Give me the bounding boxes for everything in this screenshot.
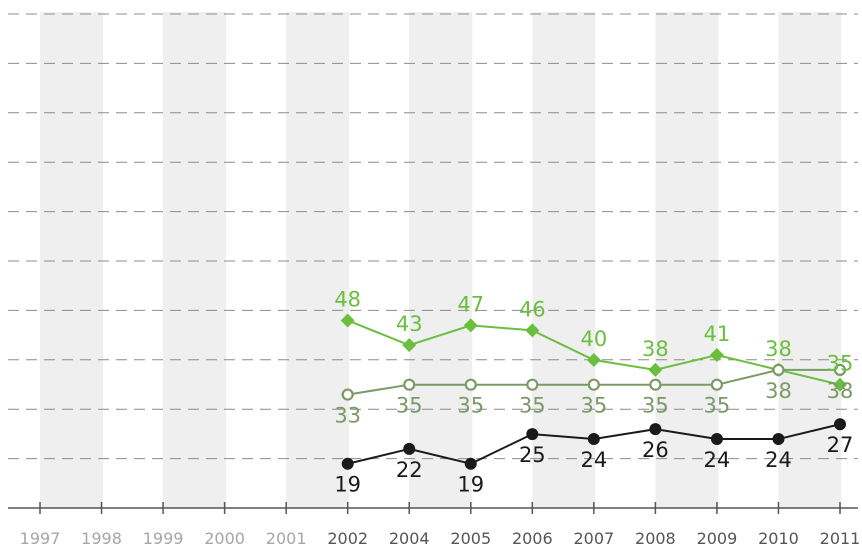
data-label: 25 — [519, 443, 546, 467]
x-tick-label: 2010 — [758, 529, 799, 548]
x-tick-label: 2007 — [573, 529, 614, 548]
data-label: 35 — [704, 394, 731, 418]
series-lines — [340, 313, 847, 470]
data-point — [464, 457, 477, 470]
column-band — [163, 12, 227, 508]
data-label: 47 — [457, 292, 484, 316]
column-band — [40, 12, 103, 508]
data-point — [526, 428, 539, 441]
data-point — [463, 318, 478, 333]
data-point — [341, 388, 354, 401]
x-tick-label: 2001 — [266, 529, 307, 548]
data-point — [709, 348, 724, 363]
data-label: 41 — [704, 322, 731, 346]
data-label: 38 — [642, 337, 669, 361]
data-label: 24 — [704, 448, 731, 472]
column-band — [655, 12, 719, 508]
data-point — [341, 457, 354, 470]
data-point — [402, 338, 417, 353]
data-label: 24 — [580, 448, 607, 472]
data-point — [340, 313, 355, 328]
x-tick-label: 2008 — [635, 529, 676, 548]
data-point — [834, 418, 846, 431]
data-point — [525, 323, 540, 338]
data-label: 35 — [396, 394, 423, 418]
data-point — [526, 378, 539, 391]
data-label: 43 — [396, 312, 423, 336]
x-tick-label: 2000 — [204, 529, 245, 548]
data-point — [833, 377, 847, 392]
data-labels: 48 43 47 46 40 38 41 38 35 33 35 35 35 35 35 35 38 38 19 22… — [334, 287, 853, 496]
data-point — [772, 433, 785, 446]
data-label: 38 — [765, 379, 792, 403]
data-label: 35 — [642, 394, 669, 418]
x-tick-label: 1998 — [81, 529, 122, 548]
column-band — [409, 12, 473, 508]
data-label: 35 — [457, 394, 484, 418]
data-label: 40 — [580, 327, 607, 351]
data-label: 35 — [580, 394, 607, 418]
x-tick-label: 2006 — [512, 529, 553, 548]
x-tick-label: 2002 — [327, 529, 368, 548]
x-tick-label: 1997 — [20, 529, 61, 548]
data-label: 27 — [827, 433, 854, 457]
column-band — [532, 12, 596, 508]
x-axis: 1997 1998 1999 2000 2001 2002 2004 2005 2006 2007… — [8, 502, 860, 548]
column-band — [286, 12, 350, 508]
series-2 — [341, 418, 846, 470]
data-point — [648, 362, 663, 377]
column-band — [778, 12, 842, 508]
series-1 — [341, 363, 847, 401]
data-label: 19 — [334, 473, 361, 497]
data-label: 38 — [827, 379, 854, 403]
x-tick-label: 2004 — [389, 529, 430, 548]
data-point — [710, 433, 723, 446]
data-label: 33 — [334, 404, 361, 428]
data-point — [403, 378, 416, 391]
data-point — [649, 378, 662, 391]
data-label: 26 — [642, 438, 669, 462]
data-point — [587, 433, 600, 446]
column-bands — [40, 12, 842, 508]
data-label: 46 — [519, 297, 546, 321]
x-tick-label: 1999 — [143, 529, 184, 548]
data-point — [403, 442, 416, 455]
x-tick-label: 2005 — [450, 529, 491, 548]
data-point — [587, 378, 600, 391]
data-label: 35 — [827, 352, 854, 376]
data-label: 48 — [334, 287, 361, 311]
x-tick-label: 2009 — [697, 529, 738, 548]
x-tick-label: 2011 — [820, 529, 861, 548]
data-label: 35 — [519, 394, 546, 418]
data-point — [710, 378, 724, 391]
data-point — [586, 353, 601, 367]
data-point — [772, 363, 785, 376]
data-label: 24 — [765, 448, 792, 472]
data-point — [833, 363, 847, 376]
data-point — [464, 378, 477, 391]
data-point — [649, 423, 662, 436]
data-label: 22 — [396, 458, 423, 482]
data-label: 38 — [765, 337, 792, 361]
data-label: 19 — [457, 473, 484, 497]
